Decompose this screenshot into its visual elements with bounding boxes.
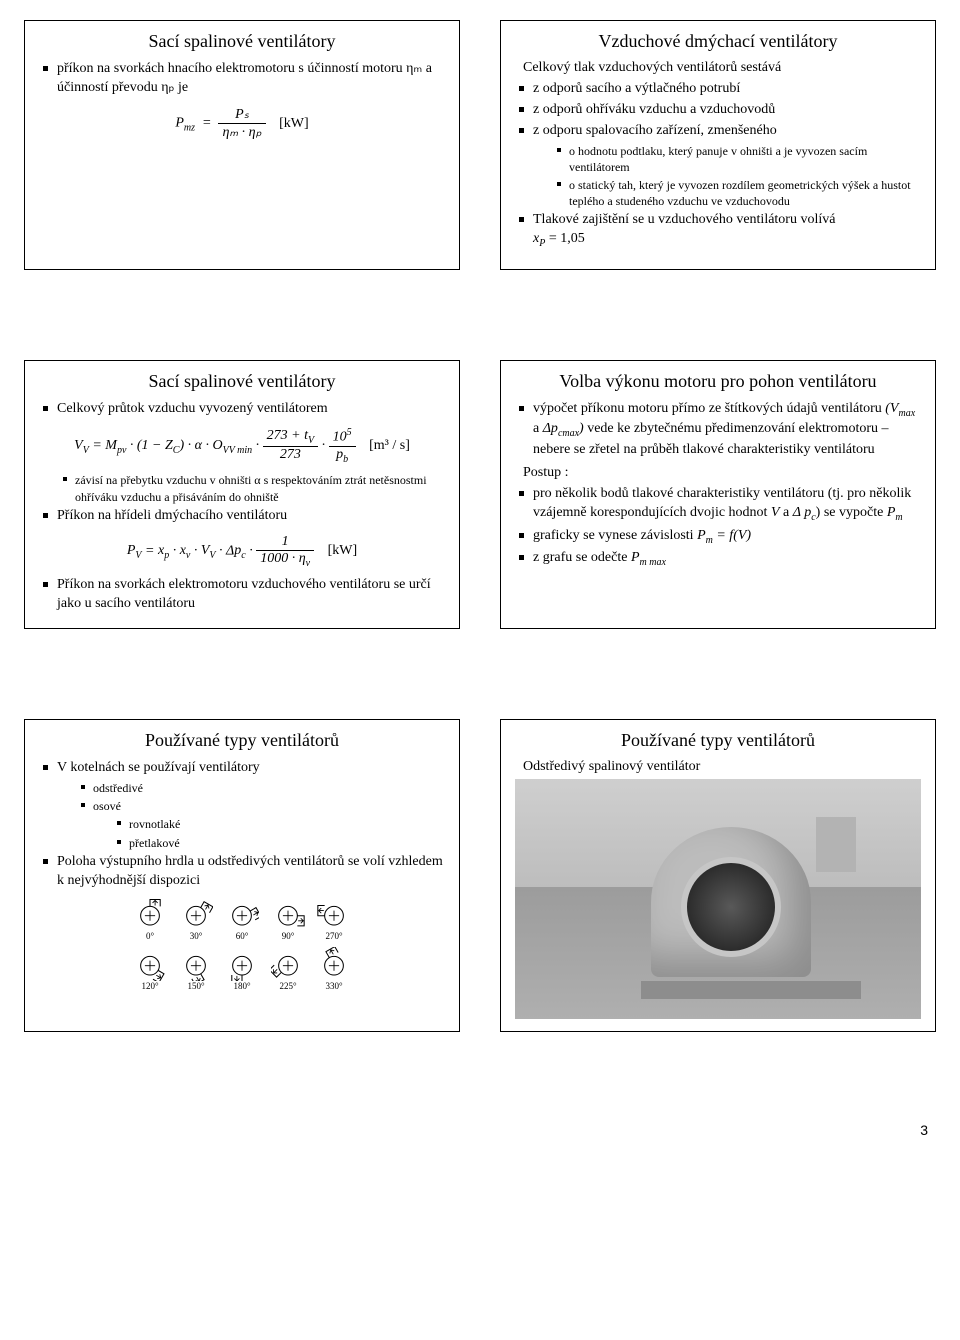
fan-orientation-glyph: 180°: [225, 947, 259, 991]
slide-4-b1: výpočet příkonu motoru přímo ze štítkový…: [515, 400, 921, 459]
slide-3-formula1: VV = Mpv · (1 − ZC) · α · OVV min · 273 …: [39, 427, 445, 464]
slide-1-formula: Pmz = Pₛ ηₘ · ηₚ [kW]: [39, 106, 445, 141]
slide-2-list: z odporů sacího a výtlačného potrubí z o…: [515, 80, 921, 251]
slide-3: Sací spalinové ventilátory Celkový průto…: [24, 360, 460, 629]
slide-6: Používané typy ventilátorů Odstředivý sp…: [500, 719, 936, 1032]
slide-4-list2: pro několik bodů tlakové charakteristiky…: [515, 485, 921, 569]
slide-4: Volba výkonu motoru pro pohon ventilátor…: [500, 360, 936, 629]
slide-2-b3: z odporu spalovacího zařízení, zmenšenéh…: [515, 122, 921, 210]
fan-glyph-label: 0°: [146, 931, 154, 941]
page-number: 3: [24, 1122, 936, 1138]
slide-4-list: výpočet příkonu motoru přímo ze štítkový…: [515, 400, 921, 459]
slide-3-b1-sub-list: závisí na přebytku vzduchu v ohništi α s…: [59, 472, 445, 504]
formula-num: Pₛ: [218, 106, 265, 124]
slide-1-title: Sací spalinové ventilátory: [39, 31, 445, 52]
slide-row-3: Používané typy ventilátorů V kotelnách s…: [24, 719, 936, 1032]
fan-glyph-label: 225°: [279, 981, 296, 991]
slide-3-list3: Příkon na svorkách elektromotoru vzducho…: [39, 576, 445, 614]
slide-row-2: Sací spalinové ventilátory Celkový průto…: [24, 360, 936, 629]
slide-5-b1a: odstředivé: [77, 780, 445, 796]
slide-2-b4: Tlakové zajištění se u vzduchového venti…: [515, 211, 921, 250]
fan-orientation-glyph: 120°: [133, 947, 167, 991]
slide-5-title: Používané typy ventilátorů: [39, 730, 445, 751]
slide-6-title: Používané typy ventilátorů: [515, 730, 921, 751]
slide-4-postup: Postup :: [523, 465, 921, 481]
slide-1: Sací spalinové ventilátory příkon na svo…: [24, 20, 460, 270]
slide-2-b1: z odporů sacího a výtlačného potrubí: [515, 80, 921, 99]
formula-unit: [kW]: [279, 116, 309, 131]
fan-orientation-glyphs-top: 0° 30° 60° 90° 270°: [39, 897, 445, 941]
fan-orientation-glyph: 330°: [317, 947, 351, 991]
slide-2: Vzduchové dmýchací ventilátory Celkový t…: [500, 20, 936, 270]
slide-2-title: Vzduchové dmýchací ventilátory: [515, 31, 921, 52]
fan-glyph-label: 30°: [190, 931, 203, 941]
slide-3-b3: Příkon na svorkách elektromotoru vzducho…: [39, 576, 445, 614]
centrifugal-fan-photo: [515, 779, 921, 1019]
slide-3-title: Sací spalinové ventilátory: [39, 371, 445, 392]
slide-4-b4: z grafu se odečte Pm max: [515, 549, 921, 569]
formula-sub: mz: [184, 122, 195, 133]
slide-1-list: příkon na svorkách hnacího elektromotoru…: [39, 60, 445, 98]
fan-orientation-glyph: 30°: [179, 897, 213, 941]
slide-row-1: Sací spalinové ventilátory příkon na svo…: [24, 20, 936, 270]
slide-1-b1-text: příkon na svorkách hnacího elektromotoru…: [57, 61, 432, 95]
slide-5-b1b-text: osové: [93, 799, 121, 813]
fan-orientation-glyph: 90°: [271, 897, 305, 941]
slide-4-b2: pro několik bodů tlakové charakteristiky…: [515, 485, 921, 524]
slide-5-b1b-sub: rovnotlaké přetlakové: [113, 816, 445, 850]
slide-5-b1-sub: odstředivé osové rovnotlaké přetlakové: [77, 780, 445, 851]
slide-2-b3a: o hodnotu podtlaku, který panuje v ohniš…: [553, 143, 921, 175]
fan-glyph-label: 330°: [325, 981, 342, 991]
slide-3-formula2: PV = xp · xv · VV · Δpc · 1 1000 · ηv [k…: [39, 534, 445, 569]
slide-5-b1b: osové rovnotlaké přetlakové: [77, 798, 445, 851]
slide-5: Používané typy ventilátorů V kotelnách s…: [24, 719, 460, 1032]
slide-4-b3: graficky se vynese závislosti Pm = f(V): [515, 527, 921, 547]
fan-glyph-label: 60°: [236, 931, 249, 941]
slide-5-list: V kotelnách se používají ventilátory ods…: [39, 759, 445, 890]
fan-orientation-glyphs-bot: 120° 150° 180° 225° 330°: [39, 947, 445, 991]
slide-2-b3b: o statický tah, který je vyvozen rozdíle…: [553, 177, 921, 209]
slide-4-title: Volba výkonu motoru pro pohon ventilátor…: [515, 371, 921, 392]
slide-3-list2: Příkon na hřídeli dmýchacího ventilátoru: [39, 507, 445, 526]
fan-glyph-label: 90°: [282, 931, 295, 941]
fan-orientation-glyph: 225°: [271, 947, 305, 991]
slide-2-b3-sub: o hodnotu podtlaku, který panuje v ohniš…: [553, 143, 921, 210]
slide-5-b1: V kotelnách se používají ventilátory ods…: [39, 759, 445, 851]
slide-1-bullet: příkon na svorkách hnacího elektromotoru…: [39, 60, 445, 98]
slide-5-b1b2: přetlakové: [113, 835, 445, 851]
fan-orientation-glyph: 60°: [225, 897, 259, 941]
slide-2-lead: Celkový tlak vzduchových ventilátorů ses…: [523, 60, 921, 76]
fan-orientation-glyph: 270°: [317, 897, 351, 941]
fan-orientation-glyph: 0°: [133, 897, 167, 941]
slide-2-b3-text: z odporu spalovacího zařízení, zmenšenéh…: [533, 123, 777, 138]
slide-6-lead: Odstředivý spalinový ventilátor: [523, 759, 921, 775]
slide-3-b2: Příkon na hřídeli dmýchacího ventilátoru: [39, 507, 445, 526]
fan-glyph-label: 150°: [187, 981, 204, 991]
fan-orientation-glyph: 150°: [179, 947, 213, 991]
slide-3-list: Celkový průtok vzduchu vyvozený ventilát…: [39, 400, 445, 419]
slide-3-b1-sub: závisí na přebytku vzduchu v ohništi α s…: [59, 472, 445, 504]
slide-5-b2: Poloha výstupního hrdla u odstředivých v…: [39, 853, 445, 891]
formula-den: ηₘ · ηₚ: [218, 124, 265, 141]
fan-glyph-label: 270°: [325, 931, 342, 941]
slide-5-b1-text: V kotelnách se používají ventilátory: [57, 760, 260, 775]
fan-glyph-label: 120°: [141, 981, 158, 991]
fan-glyph-label: 180°: [233, 981, 250, 991]
slide-2-b2: z odporů ohříváku vzduchu a vzduchovodů: [515, 101, 921, 120]
slide-3-b1: Celkový průtok vzduchu vyvozený ventilát…: [39, 400, 445, 419]
slide-5-b1b1: rovnotlaké: [113, 816, 445, 832]
